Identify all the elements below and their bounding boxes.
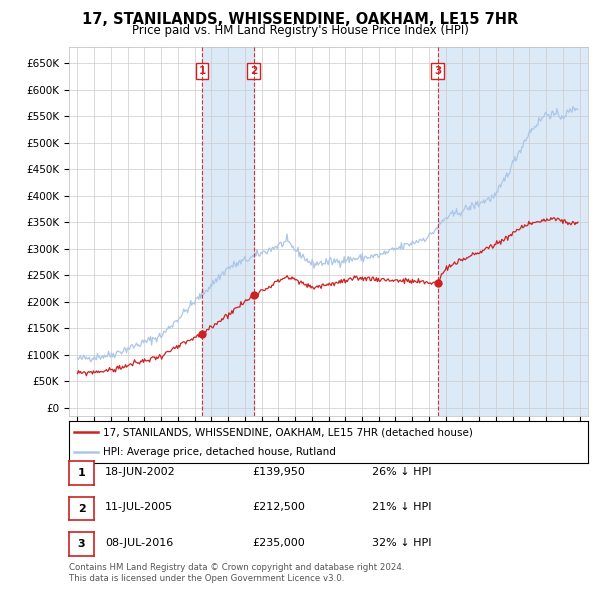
Text: £212,500: £212,500 <box>252 503 305 512</box>
Text: This data is licensed under the Open Government Licence v3.0.: This data is licensed under the Open Gov… <box>69 574 344 583</box>
Text: 17, STANILANDS, WHISSENDINE, OAKHAM, LE15 7HR: 17, STANILANDS, WHISSENDINE, OAKHAM, LE1… <box>82 12 518 27</box>
Text: 17, STANILANDS, WHISSENDINE, OAKHAM, LE15 7HR (detached house): 17, STANILANDS, WHISSENDINE, OAKHAM, LE1… <box>103 427 473 437</box>
Text: 18-JUN-2002: 18-JUN-2002 <box>105 467 176 477</box>
Bar <box>202 47 254 416</box>
Text: 11-JUL-2005: 11-JUL-2005 <box>105 503 173 512</box>
Text: Price paid vs. HM Land Registry's House Price Index (HPI): Price paid vs. HM Land Registry's House … <box>131 24 469 37</box>
Text: 2: 2 <box>250 66 257 76</box>
Text: 3: 3 <box>78 539 85 549</box>
Text: £235,000: £235,000 <box>252 538 305 548</box>
Text: HPI: Average price, detached house, Rutland: HPI: Average price, detached house, Rutl… <box>103 447 335 457</box>
Text: 2: 2 <box>78 504 85 513</box>
Text: 21% ↓ HPI: 21% ↓ HPI <box>372 503 431 512</box>
Text: Contains HM Land Registry data © Crown copyright and database right 2024.: Contains HM Land Registry data © Crown c… <box>69 563 404 572</box>
Text: 26% ↓ HPI: 26% ↓ HPI <box>372 467 431 477</box>
Text: 3: 3 <box>434 66 441 76</box>
Text: 1: 1 <box>199 66 206 76</box>
Text: 08-JUL-2016: 08-JUL-2016 <box>105 538 173 548</box>
Text: 32% ↓ HPI: 32% ↓ HPI <box>372 538 431 548</box>
Text: £139,950: £139,950 <box>252 467 305 477</box>
Bar <box>437 47 588 416</box>
Text: 1: 1 <box>78 468 85 478</box>
